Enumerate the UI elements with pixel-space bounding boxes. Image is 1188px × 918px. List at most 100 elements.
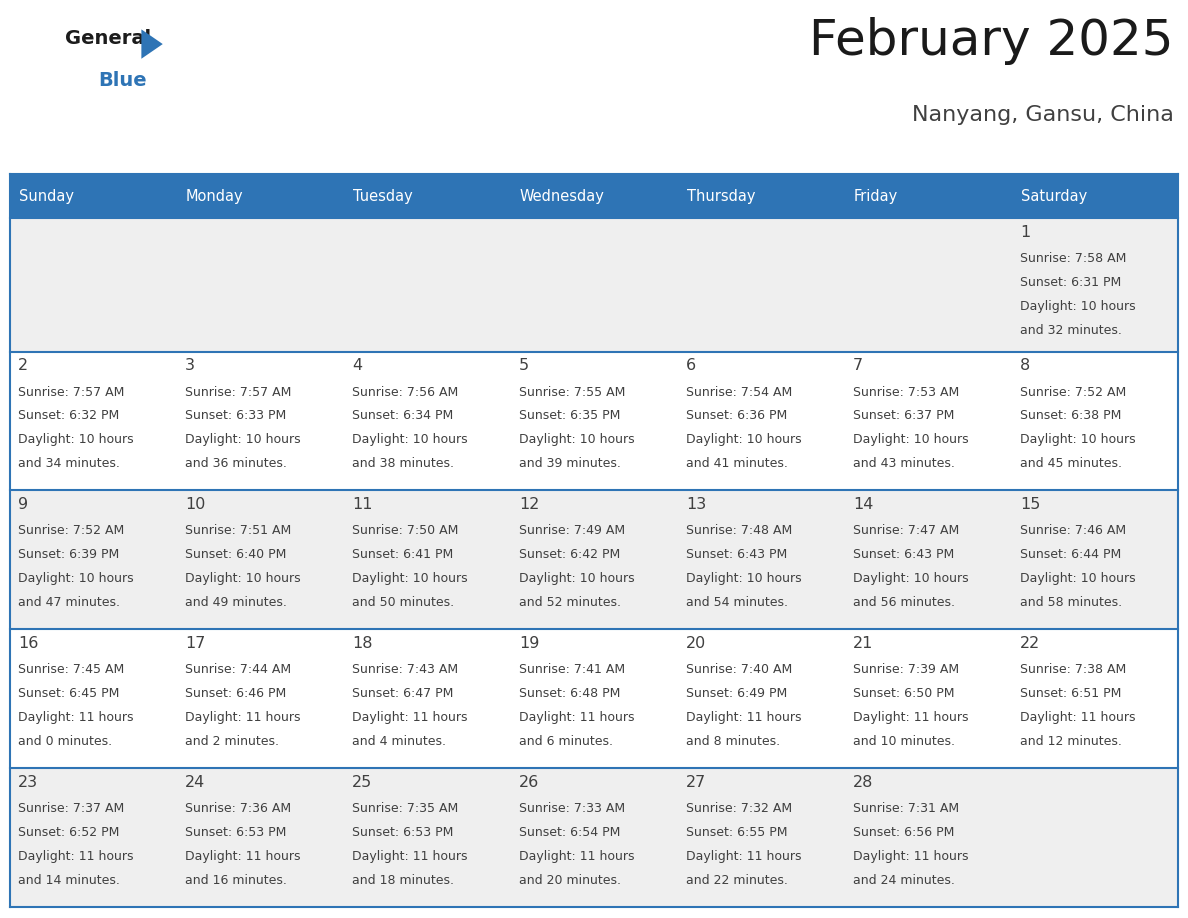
Text: Sunset: 6:52 PM: Sunset: 6:52 PM <box>18 826 119 839</box>
Text: Daylight: 10 hours: Daylight: 10 hours <box>685 433 802 446</box>
Text: and 41 minutes.: and 41 minutes. <box>685 457 788 470</box>
Text: and 22 minutes.: and 22 minutes. <box>685 874 788 887</box>
Text: Tuesday: Tuesday <box>353 189 412 204</box>
Polygon shape <box>141 29 163 59</box>
Text: Sunrise: 7:39 AM: Sunrise: 7:39 AM <box>853 663 959 677</box>
Text: and 16 minutes.: and 16 minutes. <box>185 874 286 887</box>
Text: and 34 minutes.: and 34 minutes. <box>18 457 120 470</box>
Bar <box>343 174 511 218</box>
Text: Sunset: 6:54 PM: Sunset: 6:54 PM <box>519 826 620 839</box>
Text: Daylight: 10 hours: Daylight: 10 hours <box>352 433 467 446</box>
Text: Sunrise: 7:58 AM: Sunrise: 7:58 AM <box>1019 252 1126 265</box>
Text: Daylight: 10 hours: Daylight: 10 hours <box>853 433 968 446</box>
Text: Daylight: 11 hours: Daylight: 11 hours <box>18 850 133 863</box>
Text: and 10 minutes.: and 10 minutes. <box>853 734 955 748</box>
Text: Daylight: 11 hours: Daylight: 11 hours <box>685 850 802 863</box>
Text: and 47 minutes.: and 47 minutes. <box>18 596 120 609</box>
Text: and 14 minutes.: and 14 minutes. <box>18 874 120 887</box>
Text: and 8 minutes.: and 8 minutes. <box>685 734 781 748</box>
Text: 13: 13 <box>685 497 706 512</box>
Text: Sunset: 6:45 PM: Sunset: 6:45 PM <box>18 687 119 700</box>
Text: and 18 minutes.: and 18 minutes. <box>352 874 454 887</box>
Text: and 2 minutes.: and 2 minutes. <box>185 734 279 748</box>
Text: Sunset: 6:34 PM: Sunset: 6:34 PM <box>352 409 453 422</box>
Text: Sunrise: 7:52 AM: Sunrise: 7:52 AM <box>1019 386 1126 398</box>
Text: Daylight: 11 hours: Daylight: 11 hours <box>18 711 133 724</box>
Text: Thursday: Thursday <box>687 189 756 204</box>
Text: and 39 minutes.: and 39 minutes. <box>519 457 620 470</box>
Text: Sunrise: 7:50 AM: Sunrise: 7:50 AM <box>352 524 459 537</box>
Text: Sunrise: 7:54 AM: Sunrise: 7:54 AM <box>685 386 792 398</box>
Text: Sunset: 6:31 PM: Sunset: 6:31 PM <box>1019 276 1121 289</box>
Text: Daylight: 11 hours: Daylight: 11 hours <box>185 711 301 724</box>
Text: Sunset: 6:35 PM: Sunset: 6:35 PM <box>519 409 620 422</box>
Text: Sunrise: 7:47 AM: Sunrise: 7:47 AM <box>853 524 959 537</box>
Text: Sunrise: 7:49 AM: Sunrise: 7:49 AM <box>519 524 625 537</box>
Bar <box>10 768 1178 907</box>
Bar <box>845 174 1011 218</box>
Text: Sunset: 6:32 PM: Sunset: 6:32 PM <box>18 409 119 422</box>
Text: Sunset: 6:33 PM: Sunset: 6:33 PM <box>185 409 286 422</box>
Text: Sunset: 6:53 PM: Sunset: 6:53 PM <box>352 826 453 839</box>
Bar <box>10 218 1178 352</box>
Bar <box>10 174 177 218</box>
Text: and 58 minutes.: and 58 minutes. <box>1019 596 1121 609</box>
Text: Sunrise: 7:32 AM: Sunrise: 7:32 AM <box>685 802 792 815</box>
Text: and 4 minutes.: and 4 minutes. <box>352 734 446 748</box>
Text: Sunday: Sunday <box>19 189 74 204</box>
Text: Sunset: 6:47 PM: Sunset: 6:47 PM <box>352 687 453 700</box>
Text: Daylight: 11 hours: Daylight: 11 hours <box>519 850 634 863</box>
Text: Daylight: 11 hours: Daylight: 11 hours <box>352 850 467 863</box>
Bar <box>1011 174 1178 218</box>
Text: and 24 minutes.: and 24 minutes. <box>853 874 955 887</box>
Text: 11: 11 <box>352 497 372 512</box>
Text: and 38 minutes.: and 38 minutes. <box>352 457 454 470</box>
Text: 4: 4 <box>352 358 362 373</box>
Text: Sunrise: 7:55 AM: Sunrise: 7:55 AM <box>519 386 625 398</box>
Text: Sunset: 6:51 PM: Sunset: 6:51 PM <box>1019 687 1121 700</box>
Text: Sunset: 6:43 PM: Sunset: 6:43 PM <box>685 548 788 561</box>
Text: Sunset: 6:36 PM: Sunset: 6:36 PM <box>685 409 788 422</box>
Text: Sunrise: 7:33 AM: Sunrise: 7:33 AM <box>519 802 625 815</box>
Text: and 6 minutes.: and 6 minutes. <box>519 734 613 748</box>
Bar <box>511 174 677 218</box>
Text: 22: 22 <box>1019 635 1040 651</box>
Text: Sunrise: 7:45 AM: Sunrise: 7:45 AM <box>18 663 124 677</box>
Bar <box>677 174 845 218</box>
Text: Sunset: 6:50 PM: Sunset: 6:50 PM <box>853 687 954 700</box>
Text: February 2025: February 2025 <box>809 17 1174 65</box>
Text: Sunset: 6:46 PM: Sunset: 6:46 PM <box>185 687 286 700</box>
Text: Daylight: 10 hours: Daylight: 10 hours <box>1019 300 1136 313</box>
Text: Sunrise: 7:41 AM: Sunrise: 7:41 AM <box>519 663 625 677</box>
Text: Sunset: 6:56 PM: Sunset: 6:56 PM <box>853 826 954 839</box>
Text: 15: 15 <box>1019 497 1041 512</box>
Text: 2: 2 <box>18 358 29 373</box>
Text: and 56 minutes.: and 56 minutes. <box>853 596 955 609</box>
Text: 23: 23 <box>18 775 38 789</box>
Text: and 12 minutes.: and 12 minutes. <box>1019 734 1121 748</box>
Text: and 52 minutes.: and 52 minutes. <box>519 596 621 609</box>
Text: Sunset: 6:53 PM: Sunset: 6:53 PM <box>185 826 286 839</box>
Text: 9: 9 <box>18 497 29 512</box>
Text: Sunrise: 7:36 AM: Sunrise: 7:36 AM <box>185 802 291 815</box>
Text: Daylight: 10 hours: Daylight: 10 hours <box>1019 433 1136 446</box>
Text: Sunrise: 7:44 AM: Sunrise: 7:44 AM <box>185 663 291 677</box>
Text: Sunrise: 7:57 AM: Sunrise: 7:57 AM <box>185 386 291 398</box>
Text: and 54 minutes.: and 54 minutes. <box>685 596 788 609</box>
Text: 12: 12 <box>519 497 539 512</box>
Text: 17: 17 <box>185 635 206 651</box>
Text: Daylight: 11 hours: Daylight: 11 hours <box>685 711 802 724</box>
Text: Sunrise: 7:57 AM: Sunrise: 7:57 AM <box>18 386 125 398</box>
Text: Sunset: 6:44 PM: Sunset: 6:44 PM <box>1019 548 1121 561</box>
Text: and 0 minutes.: and 0 minutes. <box>18 734 112 748</box>
Text: and 20 minutes.: and 20 minutes. <box>519 874 621 887</box>
Text: Monday: Monday <box>187 189 244 204</box>
Text: Wednesday: Wednesday <box>520 189 605 204</box>
Text: 7: 7 <box>853 358 862 373</box>
Text: Sunrise: 7:48 AM: Sunrise: 7:48 AM <box>685 524 792 537</box>
Text: Daylight: 10 hours: Daylight: 10 hours <box>18 572 133 585</box>
Text: Daylight: 10 hours: Daylight: 10 hours <box>18 433 133 446</box>
Text: Daylight: 10 hours: Daylight: 10 hours <box>853 572 968 585</box>
Text: 5: 5 <box>519 358 529 373</box>
Text: Sunrise: 7:52 AM: Sunrise: 7:52 AM <box>18 524 124 537</box>
